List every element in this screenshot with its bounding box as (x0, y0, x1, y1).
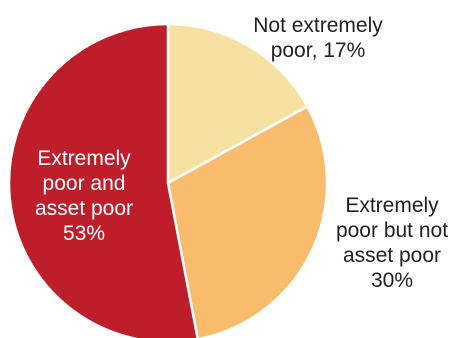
slice-label-1: Extremely poor but not asset poor 30% (336, 194, 448, 292)
slice-label-line: poor and (43, 172, 126, 195)
slice-label-2: Extremely poor and asset poor 53% (35, 147, 133, 245)
slice-label-line: poor, 17% (271, 39, 366, 62)
slice-label-line: Extremely (37, 147, 131, 170)
slice-label-line: 53% (63, 222, 105, 245)
pie-slices (7, 22, 329, 338)
slice-label-line: asset poor (35, 197, 133, 220)
pie-slice-1 (166, 105, 329, 338)
slice-label-0: Not extremely poor, 17% (253, 14, 383, 62)
slice-label-line: asset poor (343, 244, 441, 267)
pie-slice-0 (166, 22, 309, 185)
slice-label-line: Extremely (345, 194, 439, 217)
slice-label-line: 30% (371, 269, 413, 292)
pie-slice-2 (7, 22, 199, 338)
slice-label-line: poor but not (336, 219, 448, 242)
slice-label-line: Not extremely (253, 14, 383, 37)
